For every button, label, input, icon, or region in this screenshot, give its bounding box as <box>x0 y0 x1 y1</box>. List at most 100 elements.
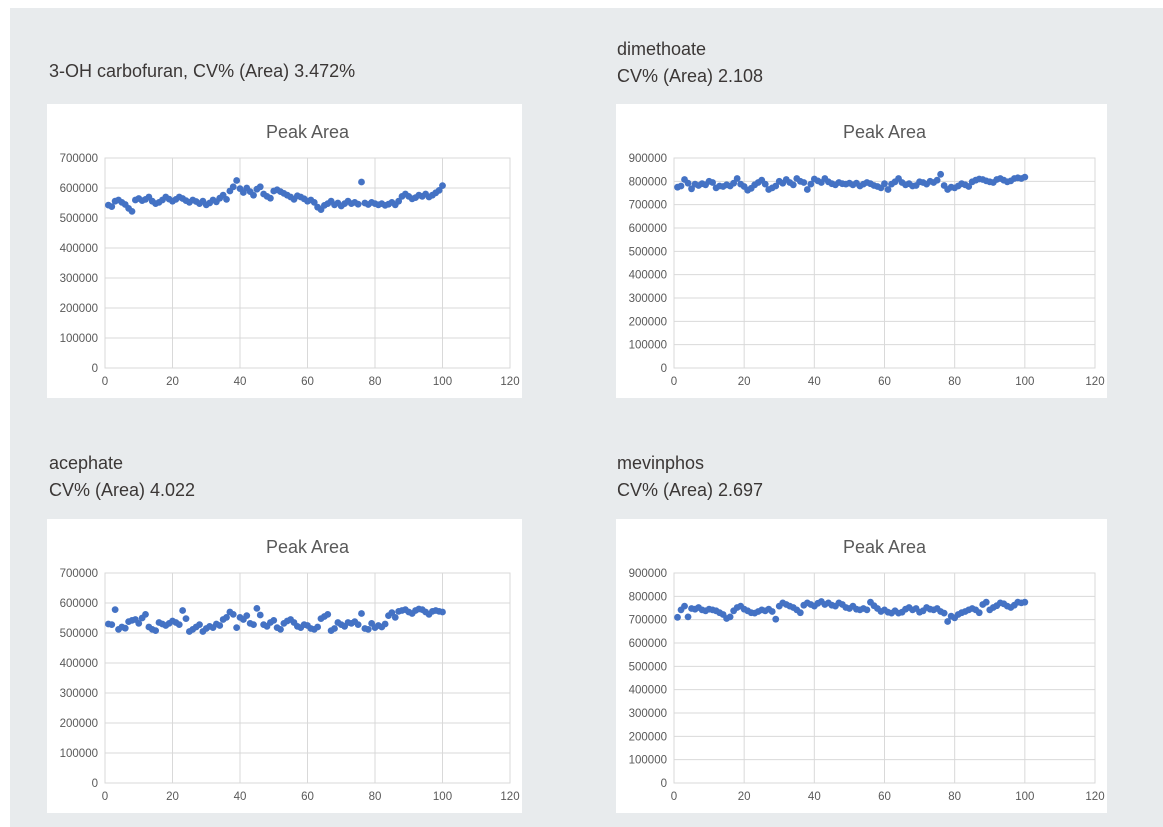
scatter-point <box>310 199 318 206</box>
scatter-point <box>439 182 446 189</box>
chart-card-3oh-carbofuran[interactable]: 0 100000 200000 300000 400000 500000 600000 700… <box>47 104 522 398</box>
x-tick-label: 100 <box>433 791 452 803</box>
y-tick-label: 600000 <box>60 598 98 610</box>
scatter-point <box>940 609 948 617</box>
y-tick-label: 500000 <box>629 246 667 258</box>
x-tick-label: 120 <box>500 376 519 388</box>
heading-line: 3-OH carbofuran, CV% (Area) 3.472% <box>49 61 356 81</box>
x-tick-label: 60 <box>878 791 891 803</box>
chart-title: Peak Area <box>843 537 927 557</box>
heading-line: CV% (Area) 4.022 <box>49 480 196 500</box>
scatter-point <box>789 181 797 189</box>
y-tick-label: 0 <box>92 778 98 790</box>
scatter-point <box>243 612 251 619</box>
scatter-point <box>800 179 808 186</box>
scatter-point <box>358 178 365 186</box>
scatter-point <box>381 620 389 628</box>
scatter-point <box>142 611 149 618</box>
scatter-point <box>684 179 692 187</box>
y-tick-label: 300000 <box>629 708 667 720</box>
chart-heading-dimethoate: dimethoate CV% (Area) 2.108 <box>617 36 763 90</box>
scatter-point <box>688 185 695 193</box>
y-tick-label: 800000 <box>629 591 667 603</box>
scatter-point <box>324 611 332 618</box>
x-tick-label: 0 <box>671 376 677 388</box>
scatter-point <box>314 623 322 631</box>
scatter-point <box>761 180 769 188</box>
scatter-point <box>391 614 399 621</box>
scatter-point <box>803 186 811 193</box>
scatter-point <box>975 609 983 617</box>
scatter-point <box>881 180 888 188</box>
scatter-chart: 0 100000 200000 300000 400000 500000 600000 700… <box>60 122 520 388</box>
scatter-point <box>223 614 230 621</box>
scatter-point <box>982 598 990 606</box>
x-tick-label: 60 <box>878 376 891 388</box>
x-tick-label: 120 <box>500 791 519 803</box>
y-tick-label: 900000 <box>629 568 667 580</box>
heading-line: CV% (Area) 2.108 <box>617 66 764 86</box>
y-tick-label: 100000 <box>629 755 667 767</box>
x-tick-label: 20 <box>738 376 751 388</box>
scatter-point <box>965 183 973 190</box>
scatter-point <box>937 170 945 178</box>
x-tick-label: 100 <box>1015 376 1034 388</box>
y-tick-label: 700000 <box>60 568 98 580</box>
scatter-chart: 0 100000 200000 300000 400000 500000 600000 700… <box>629 122 1105 388</box>
x-tick-label: 20 <box>166 791 179 803</box>
scatter-point <box>944 618 952 625</box>
plot-area-border <box>104 572 511 784</box>
x-tick-label: 120 <box>1085 791 1104 803</box>
y-tick-label: 0 <box>92 363 98 375</box>
x-tick-label: 0 <box>671 791 677 803</box>
scatter-point <box>439 608 446 616</box>
chart-card-acephate[interactable]: 0 100000 200000 300000 400000 500000 600000 700… <box>47 519 522 813</box>
y-tick-label: 400000 <box>60 658 98 670</box>
scatter-point <box>807 180 815 188</box>
scatter-point <box>250 621 257 628</box>
y-tick-label: 400000 <box>629 270 667 282</box>
scatter-point <box>364 626 372 633</box>
x-tick-label: 40 <box>234 791 247 803</box>
x-tick-label: 20 <box>738 791 751 803</box>
scatter-point <box>674 613 681 621</box>
y-tick-label: 400000 <box>629 685 667 697</box>
scatter-point <box>933 176 941 184</box>
scatter-point <box>768 608 776 615</box>
scatter-point <box>677 182 685 190</box>
scatter-point <box>884 186 892 193</box>
chart-card-dimethoate[interactable]: 0 100000 200000 300000 400000 500000 600000 700… <box>616 104 1107 398</box>
x-tick-label: 40 <box>234 376 247 388</box>
scatter-point <box>152 627 160 634</box>
scatter-point <box>331 625 338 632</box>
chart-title: Peak Area <box>266 122 350 142</box>
y-tick-label: 0 <box>661 778 667 790</box>
y-tick-label: 100000 <box>60 333 98 345</box>
plot-area-border <box>104 157 511 369</box>
y-tick-label: 500000 <box>60 628 98 640</box>
heading-line: mevinphos <box>617 453 705 473</box>
x-tick-label: 0 <box>102 791 108 803</box>
chart-card-mevinphos[interactable]: 0 100000 200000 300000 400000 500000 600000 700… <box>616 519 1107 813</box>
x-tick-label: 40 <box>808 376 821 388</box>
scatter-chart: 0 100000 200000 300000 400000 500000 600000 700… <box>60 537 520 803</box>
scatter-point <box>216 622 224 629</box>
scatter-point <box>772 615 780 623</box>
chart-heading-acephate: acephate CV% (Area) 4.022 <box>49 450 195 504</box>
x-tick-label: 100 <box>1015 791 1034 803</box>
x-tick-label: 80 <box>369 376 382 388</box>
scatter-point <box>1021 598 1029 606</box>
scatter-point <box>229 611 237 618</box>
scatter-point <box>730 179 738 187</box>
scatter-point <box>111 606 119 613</box>
y-tick-label: 200000 <box>60 718 98 730</box>
scatter-point <box>233 177 241 184</box>
x-tick-label: 100 <box>433 376 452 388</box>
scatter-point <box>354 200 362 208</box>
scatter-point <box>196 621 203 628</box>
y-tick-label: 200000 <box>629 731 667 743</box>
y-tick-label: 400000 <box>60 243 98 255</box>
scatter-point <box>354 621 362 628</box>
scatter-point <box>733 175 741 182</box>
scatter-point <box>108 203 116 210</box>
